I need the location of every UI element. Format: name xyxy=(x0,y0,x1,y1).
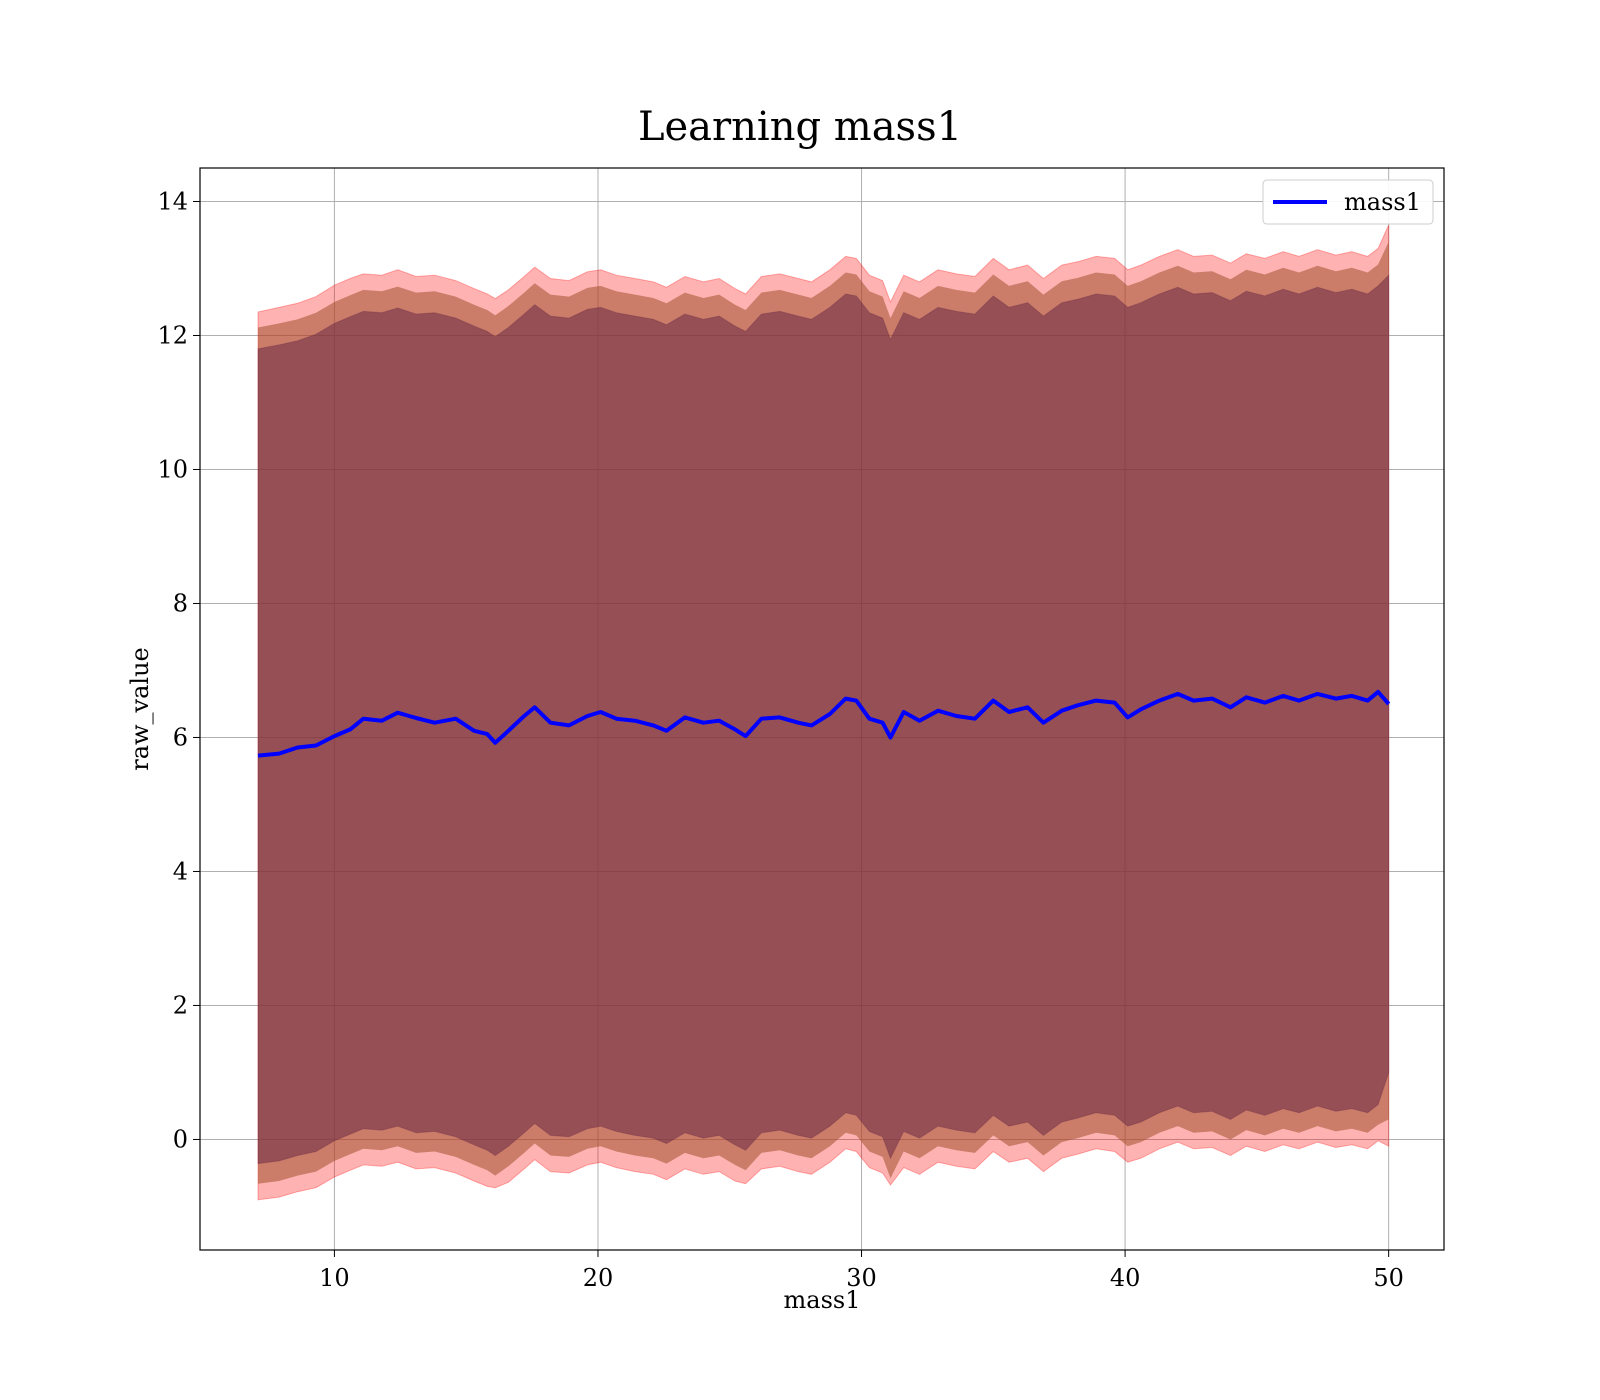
y-axis-ticks: 0 2 4 6 8 10 12 14 xyxy=(157,187,200,1153)
y-tick-label-7: 14 xyxy=(157,187,188,215)
legend-label: mass1 xyxy=(1344,188,1421,216)
chart-title: Learning mass1 xyxy=(638,104,962,150)
y-tick-label-0: 0 xyxy=(173,1125,188,1153)
y-tick-label-3: 6 xyxy=(173,723,188,751)
x-tick-label-0: 10 xyxy=(319,1264,350,1292)
series-line-layer xyxy=(257,689,1391,758)
y-tick-label-1: 2 xyxy=(173,991,188,1019)
series-line-mass1 xyxy=(257,689,1391,758)
x-tick-label-2: 30 xyxy=(846,1264,877,1292)
y-axis-label: raw_value xyxy=(126,647,154,771)
legend-box xyxy=(1262,179,1434,225)
x-tick-label-3: 40 xyxy=(1110,1264,1141,1292)
y-tick-label-5: 10 xyxy=(157,455,188,483)
x-tick-label-1: 20 xyxy=(583,1264,614,1292)
plot-frame xyxy=(199,167,1445,1251)
legend: mass1 xyxy=(1262,179,1434,225)
y-tick-label-2: 4 xyxy=(173,857,188,885)
confidence-bands xyxy=(257,224,1390,1201)
x-axis-ticks: 10 20 30 40 50 xyxy=(319,1250,1404,1292)
x-axis-label: mass1 xyxy=(784,1286,861,1314)
x-tick-label-4: 50 xyxy=(1373,1264,1404,1292)
y-tick-label-6: 12 xyxy=(157,321,188,349)
y-tick-label-4: 8 xyxy=(173,589,188,617)
